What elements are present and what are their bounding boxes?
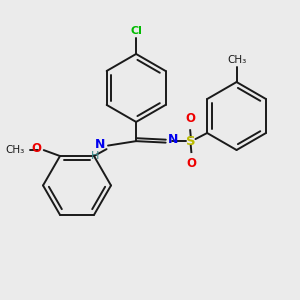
- Text: N: N: [168, 133, 178, 146]
- Text: CH₃: CH₃: [5, 145, 25, 155]
- Text: Cl: Cl: [130, 26, 142, 36]
- Text: S: S: [186, 135, 196, 148]
- Text: N: N: [95, 138, 106, 151]
- Text: O: O: [185, 112, 195, 125]
- Text: O: O: [32, 142, 41, 155]
- Text: CH₃: CH₃: [227, 55, 246, 65]
- Text: H: H: [91, 151, 100, 161]
- Text: O: O: [186, 157, 197, 170]
